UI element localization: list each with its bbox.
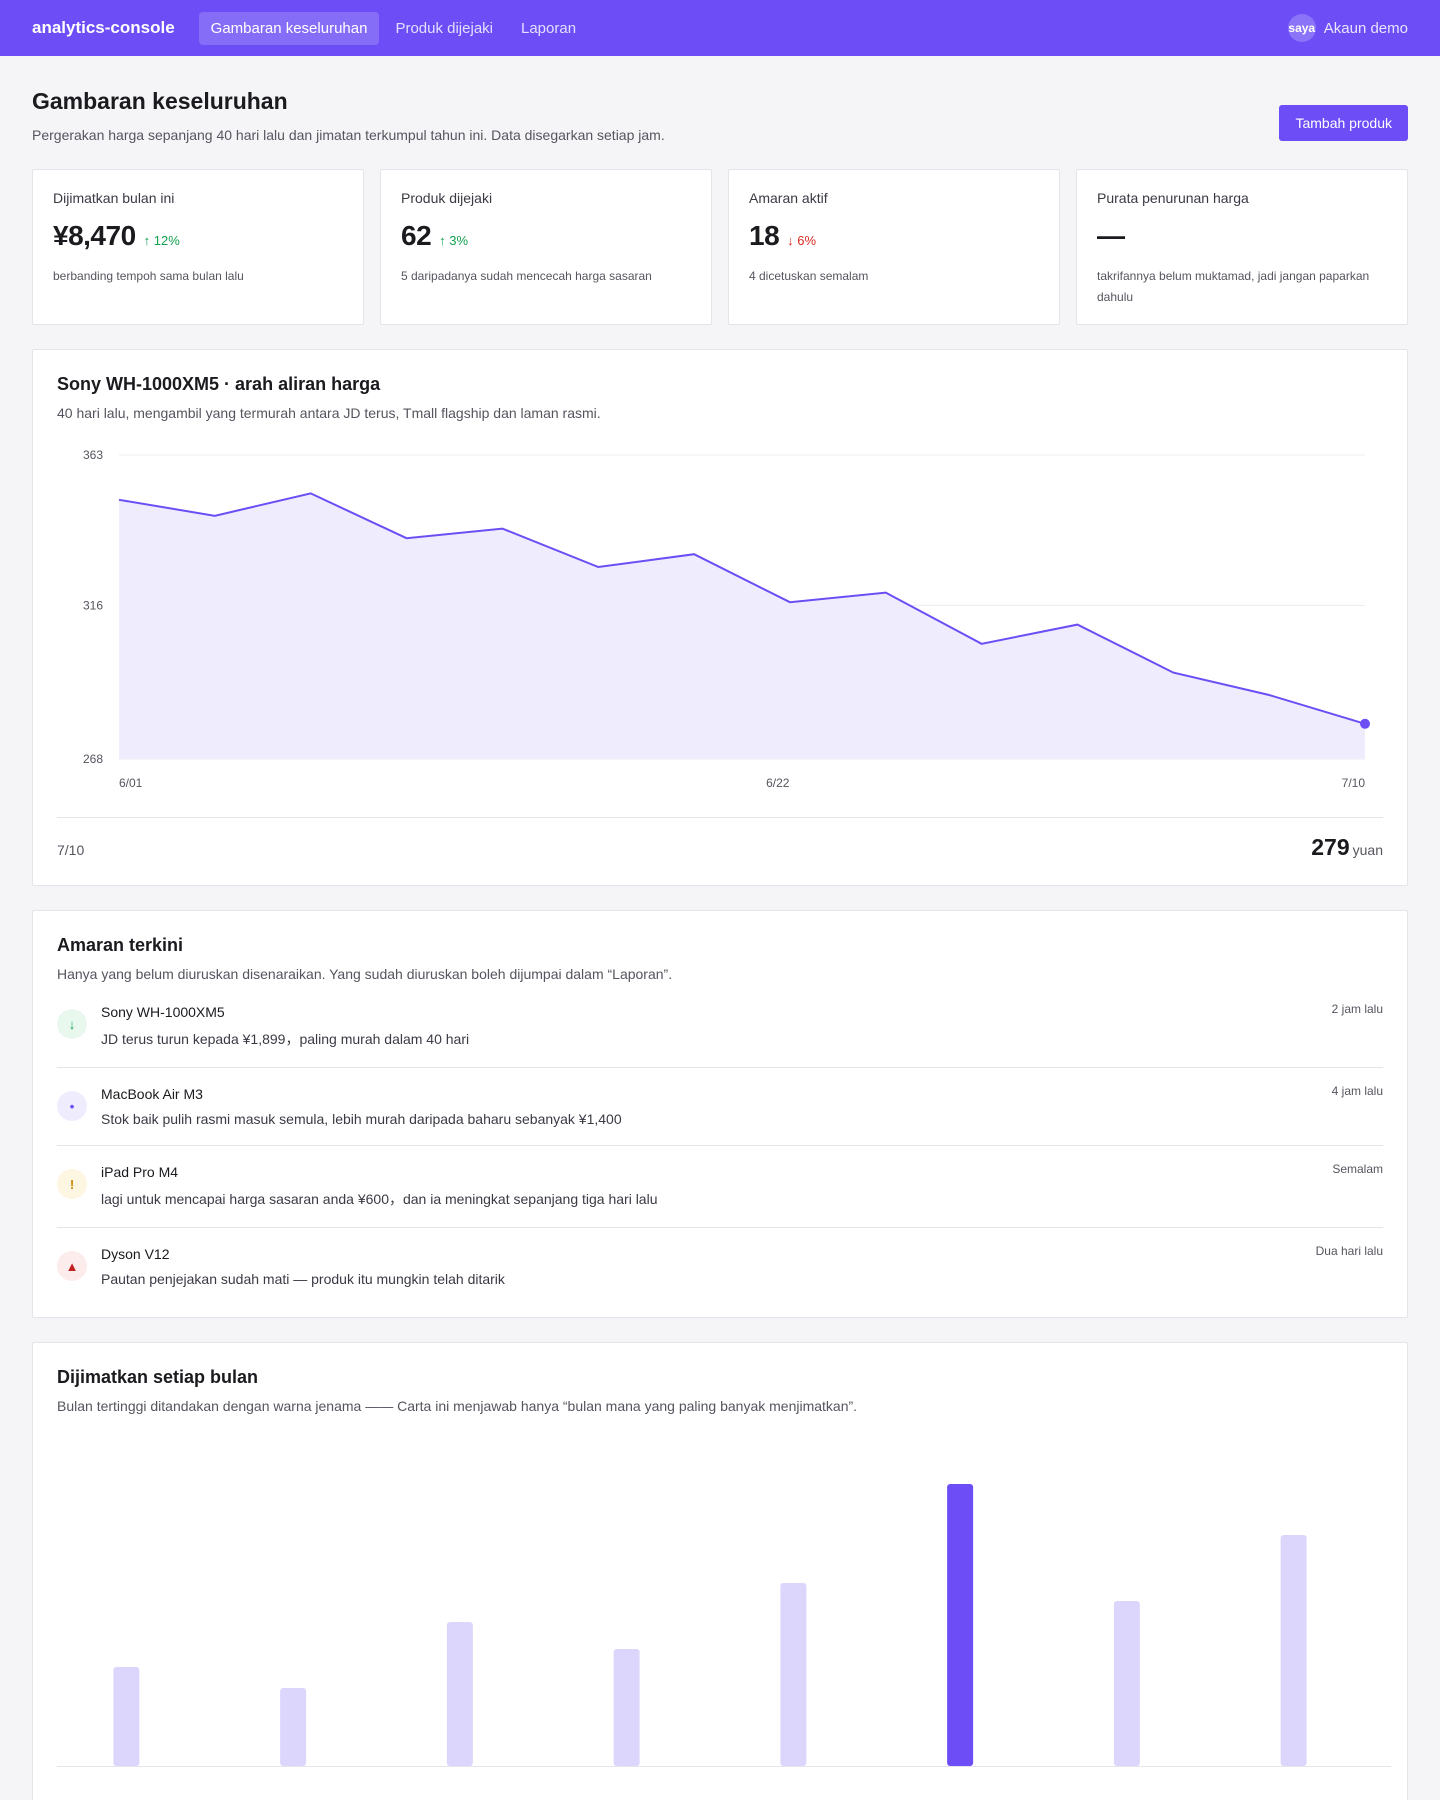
avatar: saya: [1287, 14, 1316, 42]
stat-card-alerts: Amaran aktif 18 ↓ 6% 4 dicetuskan semala…: [728, 169, 1060, 325]
x-tick-label: 7/10: [1342, 776, 1366, 790]
card-title: Dijimatkan setiap bulan: [57, 1367, 259, 1387]
monthly-savings-card: Dijimatkan setiap bulan Bulan tertinggi …: [32, 1342, 1408, 1800]
latest-price-point: [1360, 718, 1370, 729]
stat-note: takrifannya belum muktamad, jadi jangan …: [1097, 269, 1370, 304]
stat-delta: ↑ 3%: [439, 233, 469, 248]
y-tick-label: 363: [83, 448, 103, 462]
y-tick-label: 316: [83, 598, 103, 612]
x-tick-label: 6/22: [766, 776, 790, 790]
stat-label: Amaran aktif: [749, 190, 828, 206]
arrow-down-icon: ↓: [57, 1009, 87, 1039]
price-chart: 363 316 268 6/01 6/22 7/10: [57, 443, 1383, 823]
alert-item[interactable]: ↓ Sony WH-1000XM5 JD terus turun kepada ¥1…: [57, 986, 1383, 1068]
alerts-list: ↓ Sony WH-1000XM5 JD terus turun kepada ¥1…: [57, 986, 1383, 1305]
alert-timestamp: Semalam: [1332, 1162, 1383, 1176]
alert-timestamp: Dua hari lalu: [1315, 1244, 1383, 1258]
stat-delta: ↑ 12%: [143, 233, 180, 248]
stat-card-saved: Dijimatkan bulan ini ¥8,470 ↑ 12% berban…: [32, 169, 364, 325]
stat-value: —: [1097, 220, 1125, 251]
account-label: Akaun demo: [1323, 19, 1408, 37]
nav-link-reports[interactable]: Laporan: [521, 19, 577, 37]
bar: [446, 1622, 473, 1766]
footer-price: 279: [1311, 834, 1350, 860]
nav-link-overview[interactable]: Gambaran keseluruhan: [198, 11, 380, 45]
footer-date: 7/10: [57, 842, 85, 858]
alert-item[interactable]: ! iPad Pro M4 lagi untuk mencapai harga sa…: [57, 1146, 1383, 1228]
stat-card-tracked: Produk dijejaki 62 ↑ 3% 5 daripadanya su…: [380, 169, 712, 325]
x-tick-label: 6/01: [119, 776, 143, 790]
monthly-bar-chart-svg: [57, 1484, 1391, 1767]
stat-note: 5 daripadanya sudah mencecah harga sasar…: [401, 269, 652, 283]
stat-delta: ↓ 6%: [787, 233, 817, 248]
y-tick-label: 268: [83, 752, 103, 766]
bar: [780, 1583, 807, 1766]
warning-icon: !: [57, 1169, 87, 1199]
alert-item[interactable]: • MacBook Air M3 Stok baik pulih rasmi mas…: [57, 1068, 1383, 1146]
bar: [113, 1667, 140, 1766]
bar: [1113, 1601, 1140, 1766]
footer-unit: yuan: [1352, 842, 1383, 858]
recent-alerts-card: Amaran terkini Hanya yang belum diuruska…: [32, 910, 1408, 1318]
card-title: Sony WH-1000XM5 · arah aliran harga: [57, 374, 381, 394]
nav-link-tracked-products[interactable]: Produk dijejaki: [395, 19, 493, 37]
alert-product-name: MacBook Air M3: [101, 1086, 203, 1102]
main-content: Gambaran keseluruhan Pergerakan harga se…: [0, 56, 1440, 1800]
bar: [1280, 1535, 1307, 1766]
monthly-bar-chart: [57, 1436, 1391, 1776]
nav-links: Gambaran keseluruhan Produk dijejaki Lap…: [198, 11, 588, 45]
alert-body: MacBook Air M3 Stok baik pulih rasmi masu…: [101, 1086, 1383, 1127]
alert-product-name: Dyson V12: [101, 1246, 170, 1262]
bar-highlight: [947, 1484, 974, 1766]
alert-body: iPad Pro M4 lagi untuk mencapai harga sas…: [101, 1164, 1383, 1209]
stat-label: Purata penurunan harga: [1097, 190, 1249, 206]
stat-cards: Dijimatkan bulan ini ¥8,470 ↑ 12% berban…: [32, 169, 1408, 325]
price-trend-card: Sony WH-1000XM5 · arah aliran harga 40 h…: [32, 349, 1408, 886]
account-menu[interactable]: saya Akaun demo: [1287, 14, 1408, 42]
brand-logo[interactable]: analytics-console: [32, 18, 175, 37]
alert-triangle-icon: ▲: [57, 1251, 87, 1281]
alert-product-name: iPad Pro M4: [101, 1164, 179, 1180]
stat-label: Dijimatkan bulan ini: [53, 190, 175, 206]
alert-item[interactable]: ▲ Dyson V12 Pautan penjejakan sudah mati —…: [57, 1228, 1383, 1305]
alert-message: lagi untuk mencapai harga sasaran anda ¥…: [101, 1191, 658, 1207]
bar: [280, 1688, 307, 1766]
card-subtitle: 40 hari lalu, mengambil yang termurah an…: [57, 405, 601, 421]
card-subtitle: Hanya yang belum diuruskan disenaraikan.…: [57, 966, 673, 982]
stat-note: 4 dicetuskan semalam: [749, 269, 869, 283]
price-chart-svg: 363 316 268 6/01 6/22 7/10: [83, 448, 1370, 790]
stat-card-avg-drop: Purata penurunan harga — takrifannya bel…: [1076, 169, 1408, 325]
stat-value: ¥8,470: [53, 220, 136, 251]
stat-note: berbanding tempoh sama bulan lalu: [53, 269, 244, 283]
card-subtitle: Bulan tertinggi ditandakan dengan warna …: [57, 1398, 858, 1414]
dot-icon: •: [57, 1091, 87, 1121]
price-line: [118, 492, 1366, 725]
alert-body: Sony WH-1000XM5 JD terus turun kepada ¥1,…: [101, 1004, 1383, 1049]
page-title: Gambaran keseluruhan: [32, 88, 288, 114]
card-title: Amaran terkini: [57, 935, 184, 955]
alert-message: JD terus turun kepada ¥1,899，paling mura…: [101, 1031, 470, 1047]
alert-body: Dyson V12 Pautan penjejakan sudah mati — …: [101, 1246, 1383, 1287]
page-header: Gambaran keseluruhan Pergerakan harga se…: [32, 88, 1408, 143]
alert-product-name: Sony WH-1000XM5: [101, 1004, 225, 1020]
alert-message: Pautan penjejakan sudah mati — produk it…: [101, 1271, 505, 1287]
bar: [613, 1649, 640, 1766]
stat-value: 62: [401, 220, 432, 251]
alert-timestamp: 4 jam lalu: [1331, 1084, 1383, 1098]
stat-value: 18: [749, 220, 780, 251]
price-area: [119, 493, 1365, 759]
page-subtitle: Pergerakan harga sepanjang 40 hari lalu …: [32, 127, 665, 143]
chart-footer: 7/10 279 yuan: [57, 817, 1383, 861]
add-product-button[interactable]: Tambah produk: [1279, 105, 1408, 141]
stat-label: Produk dijejaki: [401, 190, 493, 206]
alert-message: Stok baik pulih rasmi masuk semula, lebi…: [101, 1111, 622, 1127]
alert-timestamp: 2 jam lalu: [1331, 1002, 1383, 1016]
top-nav: analytics-console Gambaran keseluruhan P…: [0, 0, 1440, 56]
